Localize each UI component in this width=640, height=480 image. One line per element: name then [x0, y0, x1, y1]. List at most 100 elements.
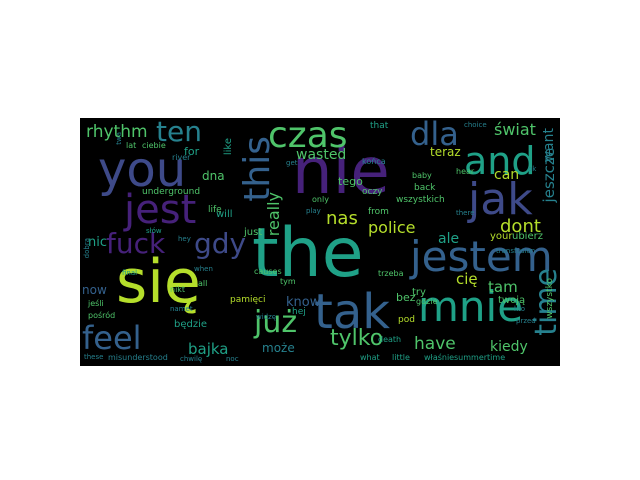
- word-wszystko: wszystko: [545, 278, 555, 319]
- word-the: the: [252, 214, 364, 293]
- word-really: really: [264, 192, 283, 237]
- word-rhythm: rhythm: [86, 122, 148, 142]
- word-oczy: oczy: [362, 187, 383, 197]
- word-nikt: nikt: [170, 285, 186, 294]
- word-tym: tym: [280, 277, 296, 286]
- word-cloud: the się nie you mnie tak jestem jak jest…: [80, 118, 560, 366]
- word-nie: nie: [292, 135, 390, 209]
- word-jak: jak: [468, 174, 533, 225]
- word-hear: hear: [456, 167, 475, 176]
- word-underground: underground: [142, 187, 201, 197]
- word-like: like: [223, 138, 234, 156]
- word-final: final: [122, 269, 138, 277]
- word-nic: nic: [88, 235, 107, 250]
- word-try: try: [412, 287, 426, 298]
- word-gdy: gdy: [194, 227, 247, 260]
- word-play: play: [306, 207, 321, 215]
- word-pod: pod: [398, 315, 415, 325]
- word-swiat: świat: [494, 120, 536, 139]
- word-dobra: dobra: [83, 238, 91, 259]
- word-namet: namet: [170, 305, 193, 313]
- word-sie: się: [116, 247, 201, 317]
- word-pamieci: pamięci: [230, 295, 266, 305]
- word-know: know: [286, 295, 321, 310]
- word-jesli: jeśli: [88, 299, 104, 308]
- word-transfusion: transfusion: [496, 247, 536, 255]
- word-there: there: [456, 209, 475, 217]
- word-can: can: [494, 167, 520, 183]
- word-twa: twa: [115, 132, 123, 145]
- word-choice: choice: [464, 121, 487, 129]
- word-ten: ten: [156, 118, 202, 148]
- word-kto: kto: [514, 305, 526, 313]
- word-what: what: [360, 353, 380, 362]
- word-lat: lat: [126, 141, 137, 150]
- word-tak: tak: [314, 284, 391, 340]
- word-all: all: [198, 279, 208, 288]
- word-when: when: [194, 265, 213, 273]
- word-bedzie: będzie: [174, 319, 208, 330]
- word-widze: widzę: [256, 313, 277, 321]
- word-trzeba: trzeba: [378, 269, 404, 278]
- word-feel: feel: [82, 319, 142, 357]
- word-noc: noc: [226, 355, 239, 363]
- word-twoja: twoją: [498, 295, 526, 306]
- word-summertime: summertime: [454, 353, 506, 362]
- word-mnie: mnie: [418, 282, 524, 331]
- word-tego: tego: [338, 175, 363, 188]
- word-want: want: [541, 128, 557, 163]
- word-cie: cię: [456, 270, 478, 288]
- word-these: these: [84, 353, 104, 361]
- word-ubierz: ubierz: [512, 231, 543, 242]
- word-tylko: tylko: [330, 326, 384, 351]
- word-for: for: [184, 145, 200, 158]
- word-just: just: [244, 227, 263, 238]
- word-and: and: [464, 139, 536, 183]
- word-baby: baby: [412, 171, 432, 180]
- word-siow: słów: [146, 227, 162, 235]
- word-will: will: [216, 209, 233, 220]
- word-dont: dont: [500, 216, 541, 237]
- word-teraz: teraz: [430, 145, 461, 159]
- word-hej: hej: [292, 307, 306, 317]
- word-chwile: chwilę: [180, 355, 203, 363]
- word-you: you: [98, 142, 187, 198]
- word-jest: jest: [124, 187, 197, 233]
- word-bajka: bajka: [188, 340, 229, 358]
- word-kiedy: kiedy: [490, 339, 528, 355]
- word-dla: dla: [410, 118, 459, 153]
- word-police: police: [368, 218, 416, 237]
- word-wasted: wasted: [296, 147, 347, 163]
- word-misunderstood: misunderstood: [108, 353, 168, 362]
- word-river: river: [172, 153, 191, 162]
- word-life: life: [208, 205, 222, 215]
- word-only: only: [312, 195, 329, 204]
- word-ciebie: ciebie: [142, 141, 166, 150]
- word-przed: przed: [516, 317, 536, 325]
- word-have: have: [414, 334, 456, 354]
- word-now: now: [82, 283, 107, 297]
- word-your: your: [490, 231, 513, 242]
- word-dna: dna: [202, 169, 225, 183]
- word-juz: już: [254, 305, 298, 340]
- word-causes: causes: [254, 267, 282, 276]
- word-konca: końca: [362, 157, 386, 166]
- word-little: little: [392, 353, 410, 362]
- word-wszystkich: wszystkich: [396, 195, 445, 205]
- word-bez: bez: [396, 291, 416, 304]
- word-czas: czas: [268, 118, 348, 156]
- word-ale: ale: [438, 231, 460, 247]
- word-tam: tam: [488, 278, 518, 296]
- word-that: that: [370, 121, 389, 131]
- word-wlasnie: właśnie: [424, 353, 455, 362]
- word-jestem: jestem: [410, 232, 553, 281]
- word-fuck: fuck: [106, 227, 166, 260]
- word-get: get: [286, 159, 298, 167]
- word-ok: ok: [528, 165, 537, 173]
- word-from: from: [368, 207, 389, 217]
- word-gdzie: gdzie: [416, 297, 438, 306]
- word-posrod: pośród: [88, 311, 116, 320]
- word-moze: może: [262, 341, 295, 355]
- word-nas: nas: [326, 208, 358, 229]
- word-back: back: [414, 183, 436, 193]
